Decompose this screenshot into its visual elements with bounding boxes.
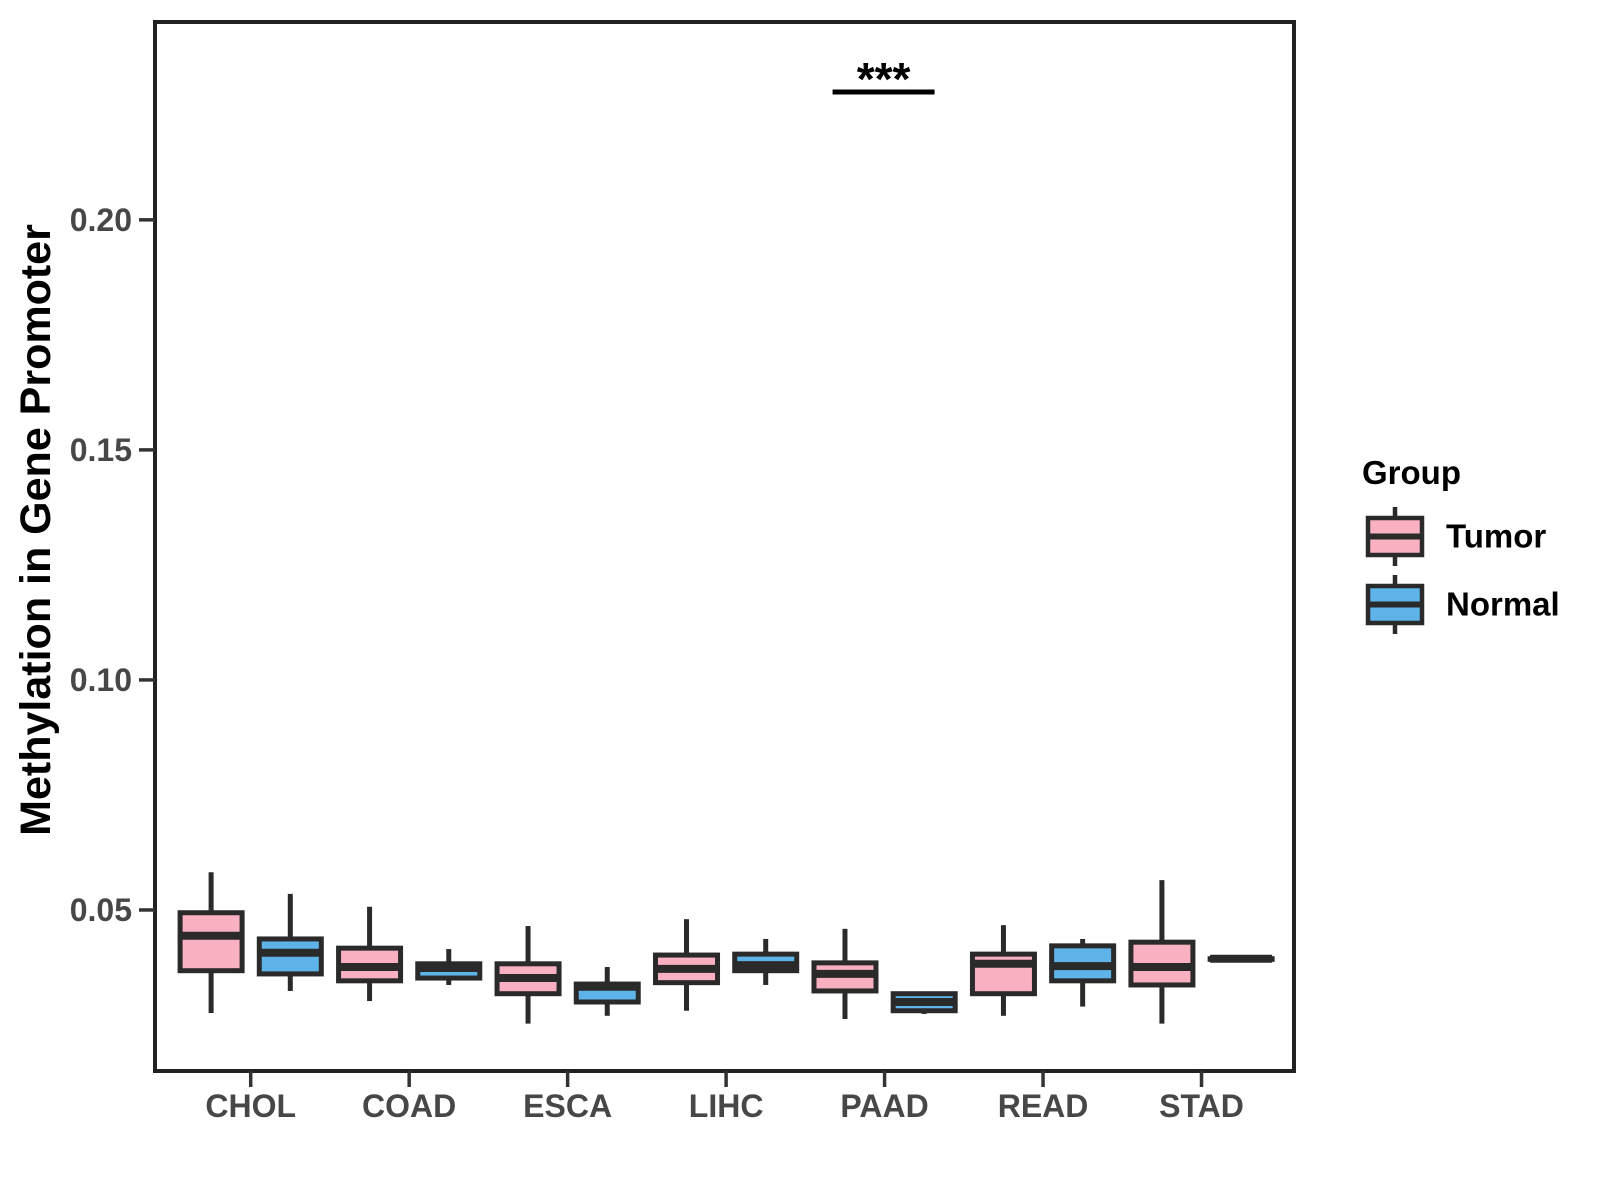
boxplot-CHOL-tumor-box: [177, 910, 245, 974]
x-tick-label: PAAD: [840, 1088, 928, 1124]
y-tick-label: 0.20: [70, 202, 132, 238]
x-tick-label: CHOL: [205, 1088, 296, 1124]
x-tick-label: ESCA: [523, 1088, 612, 1124]
legend-title: Group: [1362, 454, 1461, 491]
x-tick-label: LIHC: [689, 1088, 764, 1124]
panel-border: [153, 20, 1296, 1073]
significance-stars: ***: [857, 53, 911, 105]
legend-label-normal: Normal: [1446, 586, 1560, 623]
y-tick-label: 0.15: [70, 432, 132, 468]
y-tick-label: 0.10: [70, 662, 132, 698]
y-tick-label: 0.05: [70, 892, 132, 928]
x-tick-label: COAD: [362, 1088, 456, 1124]
y-axis-title: Methylation in Gene Promoter: [12, 224, 60, 836]
legend-label-tumor: Tumor: [1446, 518, 1546, 555]
x-tick-label: READ: [998, 1088, 1089, 1124]
x-tick-label: STAD: [1159, 1088, 1244, 1124]
